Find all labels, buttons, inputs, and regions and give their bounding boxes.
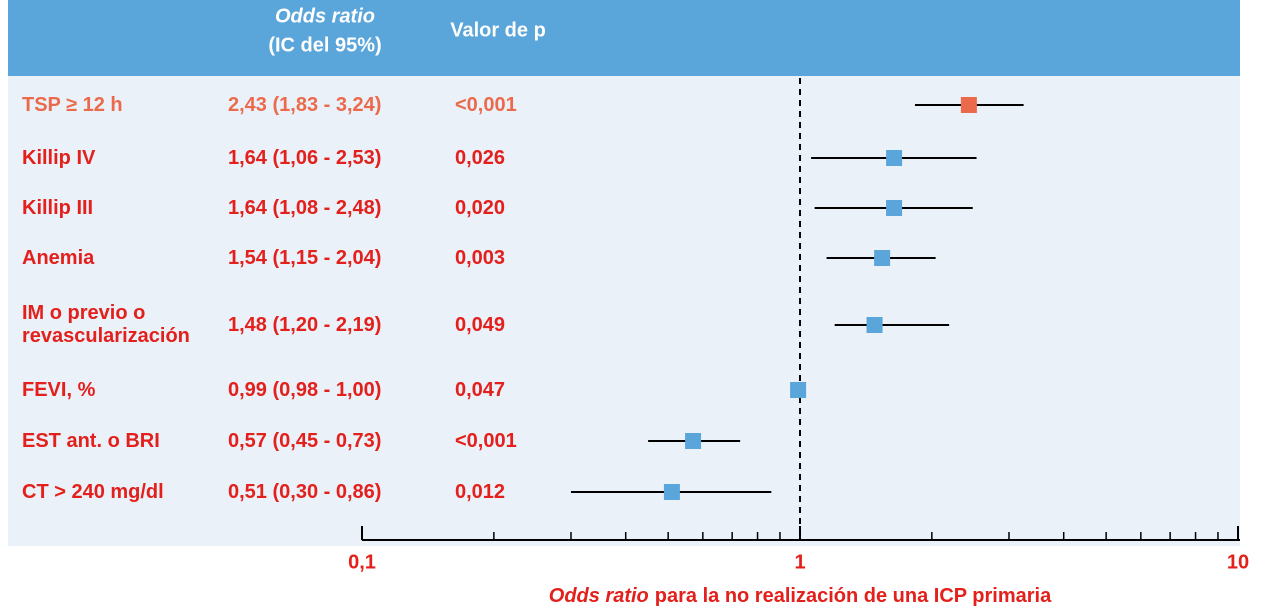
row-label: CT > 240 mg/dl (22, 480, 164, 503)
x-tick-label: 1 (794, 551, 805, 573)
or-ci-label: 0,51 (0,30 - 0,86) (228, 480, 382, 503)
or-ci-label: 1,64 (1,06 - 2,53) (228, 146, 382, 169)
or-ci-label: 1,54 (1,15 - 2,04) (228, 246, 382, 269)
x-tick-label: 10 (1227, 551, 1249, 573)
p-value: 0,049 (455, 313, 506, 336)
row-label: TSP ≥ 12 h (22, 93, 123, 116)
row-label: EST ant. o BRI (22, 429, 160, 452)
or-ci-label: 0,57 (0,45 - 0,73) (228, 429, 382, 452)
p-value: 0,012 (455, 480, 506, 503)
odds-ratio-marker (886, 150, 903, 166)
odds-ratio-marker (886, 200, 903, 216)
p-value: 0,026 (455, 146, 506, 169)
x-tick-label: 0,1 (348, 551, 376, 573)
row-label: FEVI, % (22, 378, 96, 401)
row-label: Anemia (22, 246, 95, 269)
or-ci-label: 1,64 (1,08 - 2,48) (228, 196, 382, 219)
p-value: 0,020 (455, 196, 506, 219)
or-ci-label: 2,43 (1,83 - 3,24) (228, 93, 382, 116)
header-band (8, 0, 1240, 76)
or-subheader: (IC del 95%) (268, 34, 381, 56)
row-label: Killip III (22, 196, 94, 219)
panel-background (8, 76, 1240, 546)
or-header: Odds ratio (275, 5, 375, 27)
p-value: <0,001 (455, 429, 517, 452)
p-header: Valor de p (450, 19, 546, 41)
odds-ratio-marker (790, 382, 807, 398)
row-label: Killip IV (22, 146, 96, 169)
p-value: 0,003 (455, 246, 506, 269)
row-label: IM o previo o revascularización (22, 302, 190, 347)
x-axis-label-italic: Odds ratio (549, 585, 649, 607)
odds-ratio-marker (663, 484, 680, 500)
p-value: <0,001 (455, 93, 517, 116)
or-ci-label: 0,99 (0,98 - 1,00) (228, 378, 382, 401)
odds-ratio-marker (685, 433, 702, 449)
p-value: 0,047 (455, 378, 506, 401)
or-ci-label: 1,48 (1,20 - 2,19) (228, 313, 382, 336)
odds-ratio-marker (874, 250, 891, 266)
x-axis-label: Odds ratio para la no realización de una … (549, 585, 1052, 607)
odds-ratio-marker (866, 317, 883, 333)
x-axis-label-rest: para la no realización de una ICP primar… (655, 585, 1052, 607)
odds-ratio-marker (960, 97, 977, 113)
